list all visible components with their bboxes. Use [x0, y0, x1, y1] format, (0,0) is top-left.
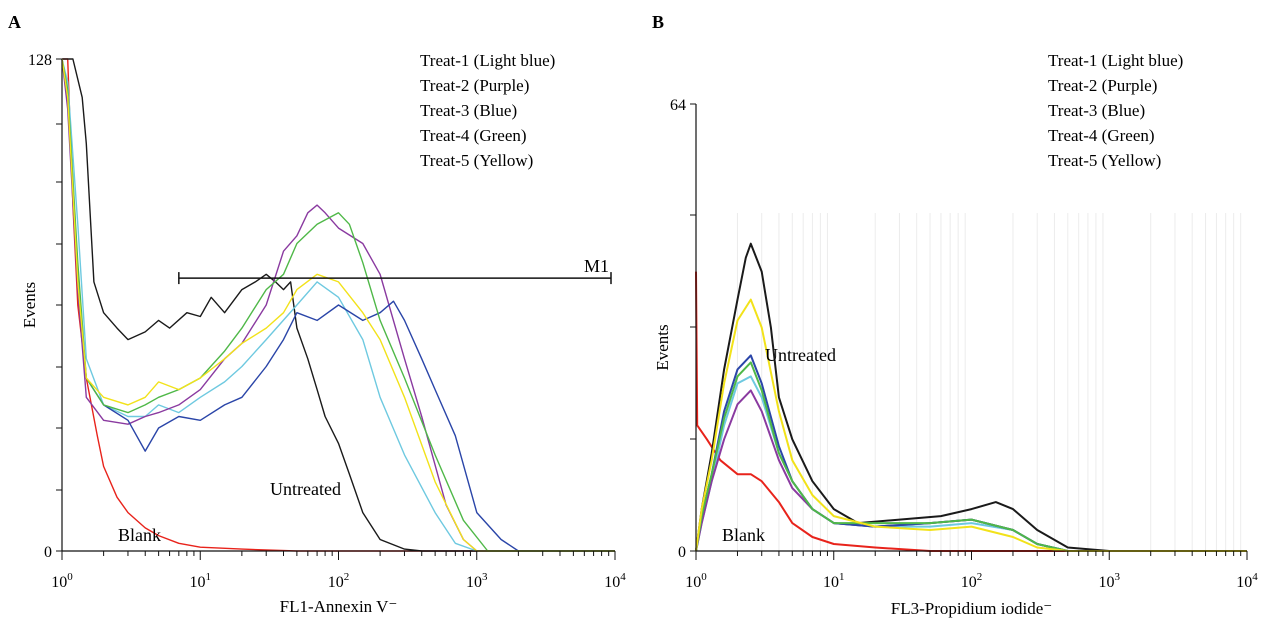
legend-entry: Treat-4 (Green) — [1048, 126, 1155, 145]
series-line-6 — [61, 58, 615, 552]
legend-entry: Treat-5 (Yellow) — [1048, 151, 1161, 170]
series-line-0 — [695, 271, 1247, 552]
untreated-label: Untreated — [270, 479, 341, 499]
legend-entry: Treat-2 (Purple) — [1048, 76, 1157, 95]
x-tick-label: 101 — [823, 571, 845, 591]
untreated-label: Untreated — [765, 345, 836, 365]
x-tick-label: 102 — [961, 571, 983, 591]
legend-entry: Treat-3 (Blue) — [1048, 101, 1145, 120]
y-tick-label: 128 — [28, 52, 52, 69]
legend-entry: Treat-4 (Green) — [420, 126, 527, 145]
chart-panel-a: A 128 0 100 101 102 103 104 FL1-Annexin V⁻ Events… — [8, 12, 626, 616]
x-tick-label: 101 — [190, 571, 212, 591]
chart-panel-b: B 64 0 100 101 102 103 104 FL3-Propidium iodide⁻… — [652, 12, 1258, 618]
x-tick-label: 103 — [1099, 571, 1121, 591]
legend-entry: Treat-1 (Light blue) — [1048, 51, 1183, 70]
x-tick-label: 104 — [604, 571, 626, 591]
marker-label: M1 — [584, 256, 609, 276]
series-line-5 — [695, 361, 1247, 552]
x-tick-label: 100 — [51, 571, 73, 591]
legend-entry: Treat-3 (Blue) — [420, 101, 517, 120]
series-line-4 — [61, 58, 615, 552]
x-tick-label: 104 — [1236, 571, 1258, 591]
series-line-5 — [61, 58, 615, 552]
x-tick-label: 102 — [328, 571, 350, 591]
series-line-2 — [61, 58, 615, 552]
series-line-1 — [62, 58, 615, 552]
blank-label: Blank — [722, 525, 765, 545]
x-tick-label: 100 — [685, 571, 707, 591]
legend-entry: Treat-5 (Yellow) — [420, 151, 533, 170]
panel-label: A — [8, 12, 21, 32]
x-axis-label: FL3-Propidium iodide⁻ — [891, 599, 1053, 618]
y-tick-label: 64 — [670, 97, 686, 114]
panel-label: B — [652, 12, 664, 32]
x-tick-label: 103 — [466, 571, 488, 591]
legend-entry: Treat-2 (Purple) — [420, 76, 529, 95]
blank-label: Blank — [118, 525, 161, 545]
y-tick-label: 0 — [678, 544, 686, 561]
series-line-1 — [695, 242, 1247, 552]
legend-entry: Treat-1 (Light blue) — [420, 51, 555, 70]
series-line-3 — [61, 58, 615, 552]
y-axis-label: Events — [20, 282, 39, 328]
x-axis-label: FL1-Annexin V⁻ — [280, 597, 398, 616]
y-tick-label: 0 — [44, 544, 52, 561]
y-axis-label: Events — [653, 324, 672, 370]
series-line-6 — [695, 298, 1247, 552]
